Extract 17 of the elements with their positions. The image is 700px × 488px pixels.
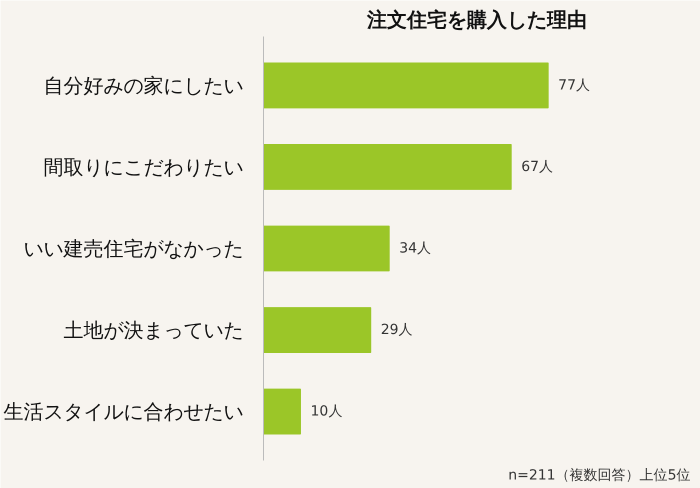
y-tick-label: 生活スタイルに合わせたい — [4, 400, 244, 424]
chart-title: 注文住宅を購入した理由 — [366, 8, 587, 32]
data-label: 29人 — [380, 322, 413, 338]
y-tick-label: いい建売住宅がなかった — [24, 236, 244, 260]
data-label: 77人 — [558, 77, 590, 94]
data-label: 34人 — [399, 240, 432, 256]
y-tick-label: 間取りにこだわりたい — [44, 154, 244, 179]
bar — [264, 226, 390, 272]
bar — [264, 388, 301, 434]
y-tick-label: 自分好みの家にしたい — [44, 73, 244, 98]
text: n=211（複数回答）上位5位 — [508, 468, 690, 484]
bar — [264, 307, 372, 353]
y-tick-label: 土地が決まっていた — [64, 318, 244, 342]
data-label: 10人 — [310, 404, 342, 420]
bar — [264, 144, 512, 190]
data-label: 67人 — [521, 158, 554, 175]
bar — [264, 62, 549, 108]
